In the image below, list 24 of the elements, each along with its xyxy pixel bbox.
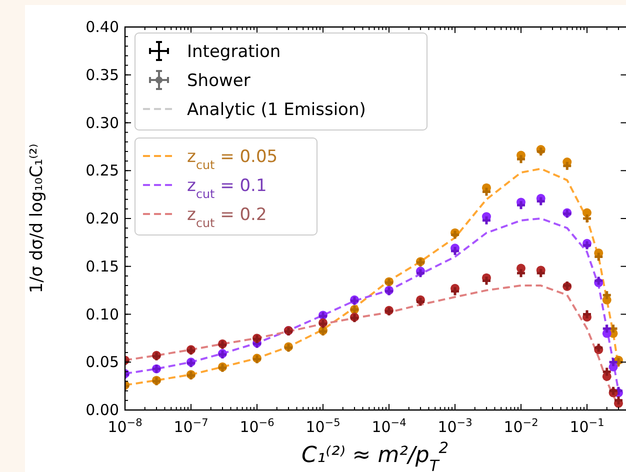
y-tick-label: 0.35 (86, 66, 119, 84)
y-tick-label: 0.20 (86, 210, 119, 228)
y-tick-label: 0.25 (86, 162, 119, 180)
y-tick-label: 0.15 (86, 257, 119, 276)
y-tick-label: 0.40 (86, 18, 119, 36)
x-tick-label: 10$^{−7}$ (174, 417, 208, 436)
x-tick-label: 10$^{−8}$ (108, 417, 142, 436)
y-tick-label: 0.00 (86, 401, 119, 419)
y-axis-title: 1/σ dσ/d log₁₀C₁⁽²⁾ (27, 144, 47, 294)
x-tick-label: 10$^{−5}$ (306, 417, 340, 436)
legend-label: z$_{cut}$ = 0.2 (187, 205, 267, 230)
y-tick-label: 0.05 (86, 353, 119, 372)
y-tick-label: 0.30 (86, 114, 119, 132)
x-tick-label: 10$^{−6}$ (240, 417, 275, 436)
x-tick-label: 10$^{−2}$ (504, 417, 538, 436)
x-tick-label: 10$^{−3}$ (438, 417, 472, 436)
legend-label: Integration (187, 42, 281, 62)
y-tick-label: 0.10 (86, 305, 119, 324)
legend-label: Analytic (1 Emission) (187, 100, 366, 120)
legend-label: z$_{cut}$ = 0.1 (187, 176, 267, 201)
legend-label: Shower (187, 71, 250, 91)
x-tick-label: 10$^{−1}$ (570, 417, 604, 436)
legend-label: z$_{cut}$ = 0.05 (187, 147, 278, 172)
x-tick-label: 10$^{−4}$ (372, 417, 407, 436)
